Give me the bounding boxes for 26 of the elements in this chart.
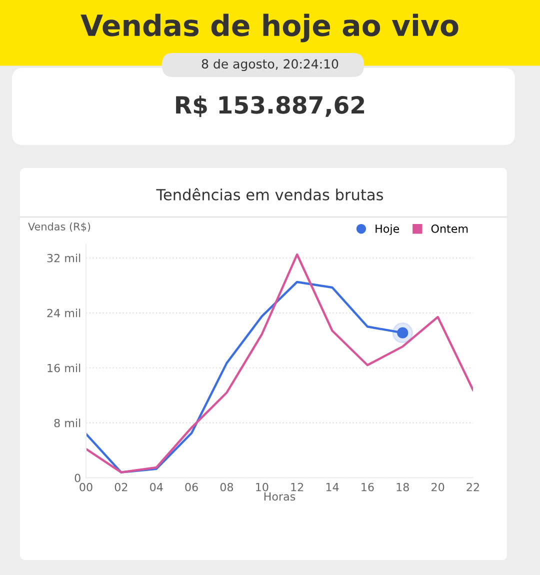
x-tick-label: 00 xyxy=(80,482,92,492)
y-tick-label: 8 mil xyxy=(54,418,80,428)
line-series xyxy=(86,253,473,474)
text: 8 de agosto, 20:24:10 xyxy=(202,58,338,72)
y-tick-label: 24 mil xyxy=(47,308,80,318)
x-tick-label: 12 xyxy=(291,482,304,492)
chart-subtitle: Vendas de hoje ao vivo xyxy=(80,14,458,42)
y-tick-label: 16 mil xyxy=(48,364,80,372)
legend-label: Hoje xyxy=(376,224,400,236)
x-tick-label: 20 xyxy=(432,482,444,492)
x-tick-label: 02 xyxy=(114,482,128,492)
x-tick-label: 22 xyxy=(466,482,479,492)
y-tick-label: 0 xyxy=(74,474,80,482)
y-tick-label: 32 mil xyxy=(47,254,80,262)
x-tick-label: 04 xyxy=(150,482,163,492)
x-tick-label: 06 xyxy=(185,482,198,492)
x-tick-label: 16 xyxy=(362,482,374,492)
chart-title: Tendências em vendas brutas xyxy=(156,188,384,200)
y-axis-title: Vendas (R$) xyxy=(28,222,90,232)
x-tick-label: 08 xyxy=(220,482,234,492)
x-axis-title: Horas xyxy=(264,492,296,501)
text: R$ 153.887,62 xyxy=(176,96,364,117)
x-tick-label: 14 xyxy=(326,483,339,492)
x-tick-label: 10 xyxy=(256,482,268,492)
legend-label: Ontem xyxy=(431,224,468,233)
x-tick-label: 18 xyxy=(396,482,409,492)
